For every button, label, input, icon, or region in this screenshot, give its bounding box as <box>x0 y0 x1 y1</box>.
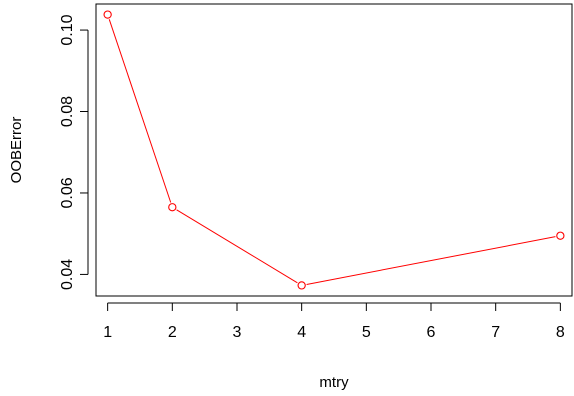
x-tick-label: 7 <box>491 324 500 341</box>
x-tick-label: 1 <box>103 324 112 341</box>
y-tick-label: 0.06 <box>59 177 76 208</box>
y-tick-label: 0.04 <box>59 259 76 290</box>
y-tick-label: 0.08 <box>59 96 76 127</box>
y-axis-title: OOBError <box>8 117 25 184</box>
data-point <box>103 10 112 19</box>
series-segment <box>108 19 172 203</box>
x-tick-label: 8 <box>556 324 565 341</box>
data-point <box>297 281 306 290</box>
x-tick-label: 4 <box>297 324 306 341</box>
series-layer <box>103 10 565 290</box>
x-tick-label: 3 <box>233 324 242 341</box>
y-axis: 0.04 0.06 0.08 0.10 <box>59 14 89 290</box>
data-point <box>556 231 565 240</box>
x-axis-title: mtry <box>319 374 349 391</box>
x-tick-label: 5 <box>362 324 371 341</box>
series-segment <box>176 209 298 284</box>
series-segment <box>306 236 556 285</box>
plot-frame <box>95 3 573 297</box>
x-tick-label: 6 <box>427 324 436 341</box>
x-axis: 1 2 3 4 5 6 7 8 <box>103 302 565 341</box>
data-point <box>168 203 177 212</box>
x-tick-label: 2 <box>168 324 177 341</box>
y-tick-label: 0.10 <box>59 14 76 45</box>
